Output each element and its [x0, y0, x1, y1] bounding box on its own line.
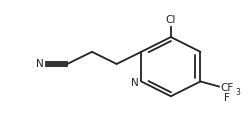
Text: N: N [131, 78, 139, 88]
Text: F: F [224, 93, 230, 103]
Text: CF: CF [220, 83, 233, 93]
Text: Cl: Cl [166, 16, 176, 25]
Text: N: N [36, 59, 44, 69]
Text: 3: 3 [236, 88, 241, 97]
